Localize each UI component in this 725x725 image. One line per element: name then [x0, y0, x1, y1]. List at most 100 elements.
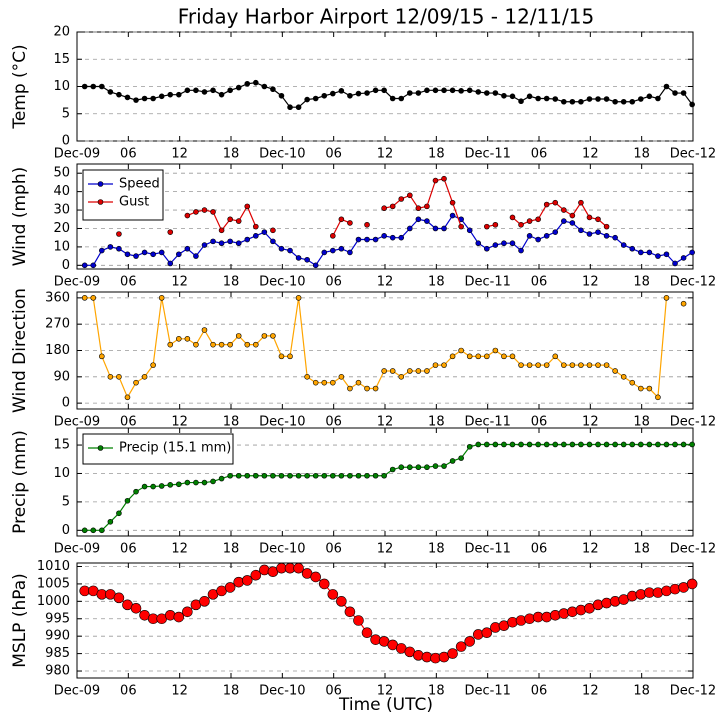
data-point [201, 479, 208, 486]
data-point [655, 95, 661, 102]
data-point [287, 353, 293, 360]
data-point [458, 88, 464, 94]
x-tick-label: 06 [531, 415, 548, 430]
data-point [509, 441, 516, 448]
data-point [518, 221, 524, 228]
data-point [99, 527, 105, 534]
data-point [372, 472, 379, 479]
data-point [133, 379, 139, 386]
data-point [141, 374, 148, 380]
data-point [193, 341, 199, 348]
chart-title: Friday Harbor Airport 12/09/15 - 12/11/1… [178, 5, 594, 29]
data-point [150, 362, 156, 368]
data-point [176, 335, 182, 342]
data-point [509, 240, 516, 247]
data-point [595, 441, 601, 448]
data-point [672, 260, 678, 267]
data-point [449, 353, 456, 360]
y-tick-label: 5 [62, 494, 70, 509]
data-point [193, 209, 199, 215]
data-point [441, 87, 447, 94]
data-point [586, 231, 593, 237]
data-point [663, 251, 670, 258]
x-tick-label: 18 [633, 684, 650, 699]
data-point [130, 603, 142, 614]
data-point [167, 341, 174, 348]
data-point [107, 374, 114, 380]
data-point [669, 583, 681, 595]
data-point [407, 225, 413, 232]
data-point [353, 615, 364, 626]
x-tick-label: 18 [428, 684, 445, 699]
data-point [235, 333, 242, 339]
data-point [466, 353, 473, 360]
data-point [629, 441, 636, 448]
data-point [689, 101, 695, 108]
data-point [492, 242, 499, 248]
data-point [312, 472, 319, 479]
data-point [620, 98, 627, 105]
data-point [447, 648, 458, 659]
data-point [90, 295, 97, 301]
data-point [381, 368, 387, 374]
data-point [218, 91, 225, 98]
data-point [158, 93, 165, 100]
data-point [321, 379, 328, 386]
x-tick-label: Dec-11 [464, 275, 510, 290]
data-point [484, 441, 490, 448]
data-point [295, 255, 302, 261]
data-point [561, 218, 567, 224]
x-tick-label: Dec-12 [670, 542, 716, 557]
legend-marker [97, 181, 104, 187]
data-point [355, 90, 362, 97]
data-point [558, 608, 570, 619]
data-point [90, 527, 97, 534]
x-tick-label: 12 [171, 542, 188, 557]
data-point [235, 472, 242, 479]
data-point [244, 341, 251, 348]
data-point [364, 221, 370, 228]
data-point [612, 98, 618, 105]
data-point [99, 247, 105, 254]
data-point [253, 341, 259, 348]
data-point [150, 251, 156, 258]
data-point [507, 616, 518, 628]
y-tick-label: 980 [45, 664, 70, 679]
data-point [475, 240, 482, 247]
y-tick-label: 10 [53, 466, 70, 481]
data-point [218, 227, 225, 234]
data-point [601, 597, 612, 609]
x-tick-label: 12 [171, 147, 188, 162]
data-point [372, 385, 379, 392]
data-point [364, 472, 370, 479]
data-point [407, 368, 413, 374]
data-point [464, 636, 476, 647]
x-tick-label: 06 [325, 147, 342, 162]
data-point [492, 90, 499, 96]
data-point [330, 379, 336, 386]
data-point [370, 634, 381, 645]
x-tick-label: Dec-11 [464, 542, 510, 557]
data-point [424, 87, 430, 94]
x-tick-label: 06 [325, 542, 342, 557]
data-point [413, 650, 424, 661]
data-point [535, 236, 541, 243]
x-tick-label: 06 [120, 415, 137, 430]
data-point [466, 227, 473, 234]
y-tick-label: 30 [53, 203, 70, 218]
data-point [424, 218, 430, 224]
data-point [321, 249, 328, 256]
data-point [321, 92, 328, 99]
data-point [167, 229, 174, 235]
data-point [458, 223, 464, 230]
data-point [441, 362, 447, 368]
x-tick-label: Dec-10 [259, 542, 305, 557]
y-tick-label: 990 [45, 629, 70, 644]
data-point [543, 362, 550, 368]
x-tick-label: 18 [633, 542, 650, 557]
data-point [501, 92, 507, 99]
legend-marker [97, 445, 104, 451]
y-tick-label: 1000 [37, 594, 70, 609]
data-point [501, 353, 507, 360]
data-point [492, 441, 499, 448]
